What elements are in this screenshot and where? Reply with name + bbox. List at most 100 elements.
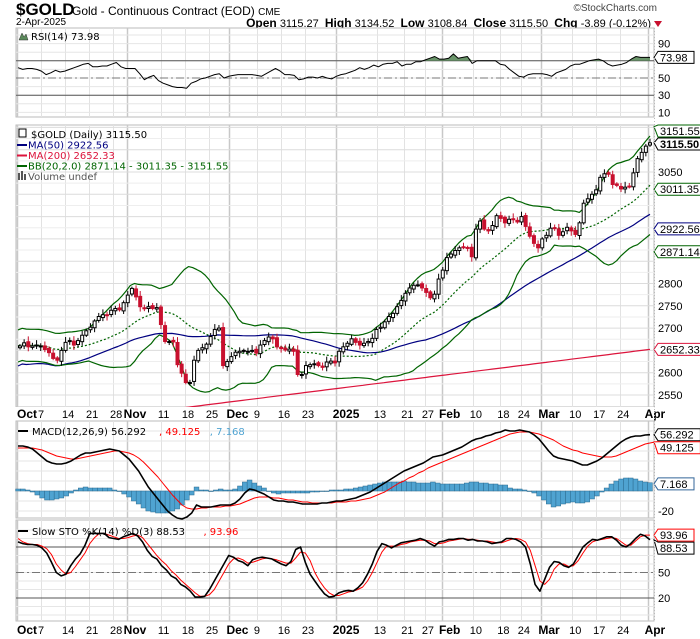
candle-body [643,145,648,153]
macd-value-tag: 56.292 [653,428,700,442]
candle-body [63,341,68,351]
macd-value-tag-box [653,477,695,491]
histogram-bar [502,484,508,492]
rsi-value-tag-box [653,50,695,64]
macd-legend-part: , 49.125 [159,427,200,438]
sto-value-tag-box [653,528,695,542]
vertical-gridlines [16,28,650,621]
candle-body [581,202,586,224]
macd-value-tag: 7.168 [653,477,695,491]
candle-body [602,173,607,178]
rsi-tick-label: 30 [658,90,670,102]
candle-body [627,185,632,188]
histogram-bar [531,490,537,494]
high-value: 3134.52 [354,18,395,30]
histogram-bar [87,487,94,492]
price-tick-label: 2700 [658,323,682,335]
candle-body [610,174,615,185]
candle-body [38,345,43,348]
histogram-bar [135,490,142,505]
candle-legend-icon [18,128,27,138]
candle-body [26,341,31,348]
date-label: 24 [617,409,629,421]
candle-body [585,198,590,203]
histogram-bar [483,482,489,492]
rsi-value-tag-text: 73.98 [660,52,688,64]
histogram-bar [116,490,122,492]
histogram-bar [328,489,335,492]
price-tick-label: 2550 [658,390,682,402]
histogram-bar [579,490,586,504]
histogram-bar [454,483,460,492]
histogram-bar [222,489,229,492]
date-label: 17 [593,409,605,421]
price-value-tag: 3011.35 [653,182,700,196]
date-label: 24 [617,625,629,637]
price-value-tag: 2652.33 [653,342,700,356]
date-label: 24 [518,625,530,637]
candle-body [548,227,553,237]
candle-body [316,362,321,367]
histogram-bar [589,490,595,500]
date-label: 9 [254,625,260,637]
candle-body [142,307,147,310]
low-value: 3108.84 [427,18,468,30]
date-label: 2025 [333,623,360,637]
date-label: 10 [470,625,482,637]
candle-body [233,351,238,357]
candle-body [370,337,375,344]
candle-body [357,340,362,346]
histogram-bar [435,482,441,492]
price-tick-label: 2750 [658,301,682,313]
histogram-bar [232,488,238,492]
histogram-bar [111,489,118,492]
candle-body [250,349,255,352]
candle-body [395,306,400,314]
close-label: Close [473,16,507,30]
histogram-bar [34,490,40,496]
histogram-bar [613,480,619,492]
candle-body [208,336,213,345]
bb-lower-line [17,234,651,393]
candle-body [544,234,549,239]
candle-body [283,347,288,351]
date-label: Nov [124,623,147,637]
price-value-tag-text: 3115.50 [660,139,699,151]
candle-body [478,220,483,230]
chg-label: Chg [554,16,578,30]
histogram-bar [459,483,465,492]
histogram-bar [82,486,89,492]
histogram-bar [401,480,407,492]
candle-body [333,360,337,364]
date-label: 18 [497,409,509,421]
date-label: 10 [569,625,581,637]
symbol-description: Gold - Continuous Contract (EOD) CME [72,4,280,18]
candle-body [229,356,234,363]
candle-body [519,216,524,223]
histogram-bar [647,482,653,492]
candle-body [295,349,300,375]
candle-body [598,176,603,192]
price-value-tag-text: 3011.35 [660,184,699,196]
candle-body [498,215,503,219]
candle-body [138,295,143,308]
sto-value-tag-box [653,538,695,555]
candle-body [565,226,570,232]
histogram-bar [536,490,542,497]
candle-body [18,345,22,349]
candle-body [436,278,441,295]
price-value-tag-text: 2652.33 [660,344,700,356]
candle-body [440,269,445,279]
histogram-bar [24,489,31,492]
histogram-bar [603,487,610,492]
candle-body [266,336,271,343]
candle-body [30,345,35,348]
candle-body [34,344,39,347]
date-label: 18 [182,625,194,637]
candle-body [258,344,263,355]
price-value-tag: 2871.14 [653,245,700,259]
candle-body [623,186,628,190]
candle-body [237,350,242,354]
